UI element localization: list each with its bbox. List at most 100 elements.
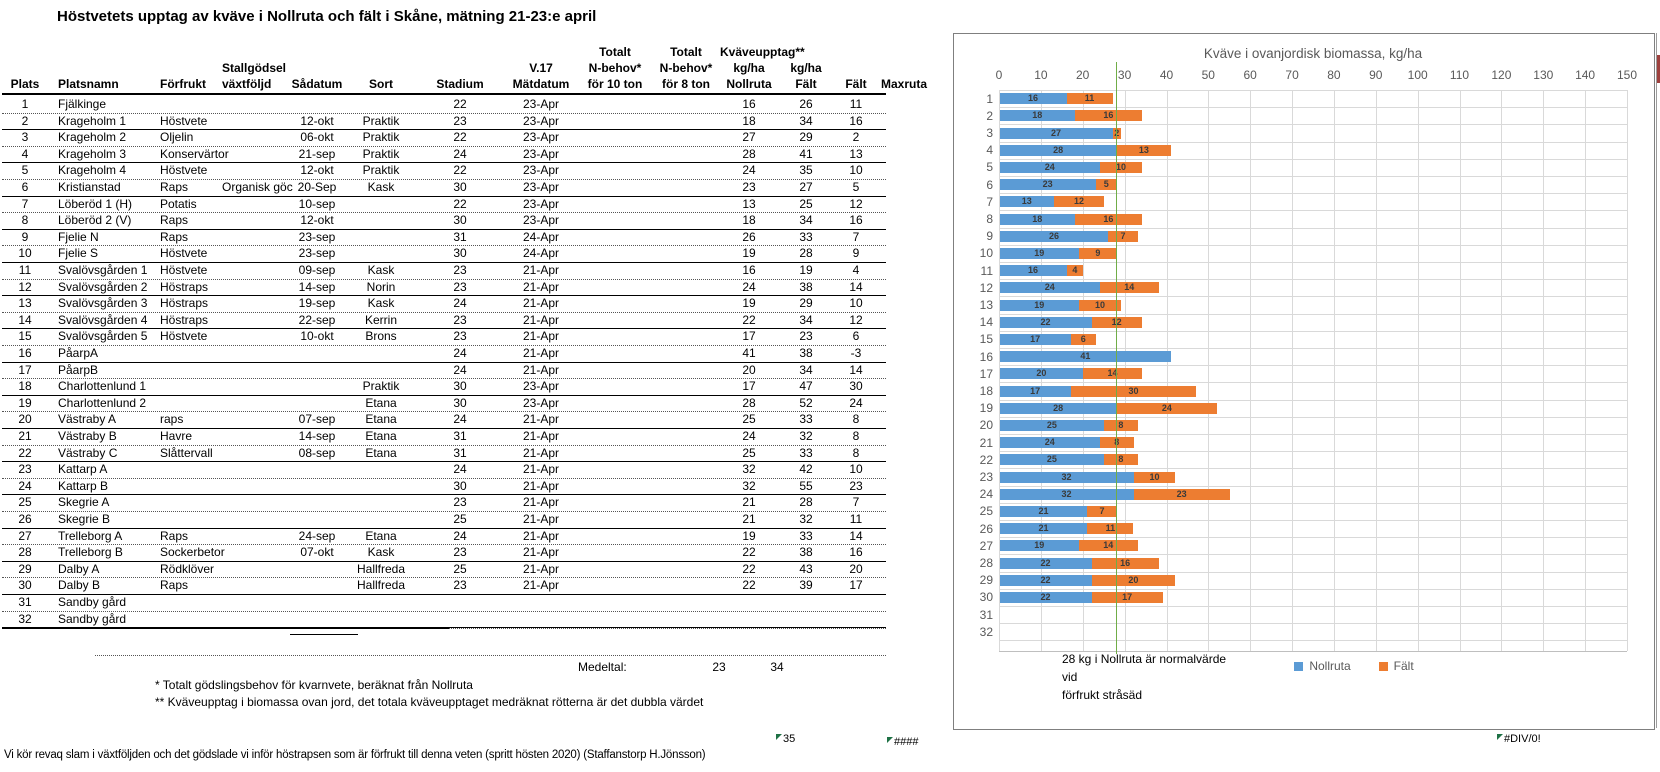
cell: 31 bbox=[18, 595, 32, 609]
bar-nollruta bbox=[999, 144, 1117, 156]
cell: Krageholm 3 bbox=[58, 146, 127, 161]
bar-falt bbox=[1091, 557, 1159, 569]
footnote-1: * Totalt gödslingsbehov för kvarnvete, b… bbox=[155, 678, 473, 692]
gridline bbox=[999, 485, 1627, 487]
cell: 06-okt bbox=[300, 130, 334, 145]
bar-falt bbox=[1066, 265, 1084, 277]
bar-falt bbox=[1066, 93, 1113, 105]
cell: 6 bbox=[852, 329, 860, 344]
cell: 23 bbox=[849, 478, 863, 493]
error-cell-div0[interactable]: #DIV/0! bbox=[1497, 733, 1541, 745]
gridline bbox=[999, 468, 1627, 470]
gridline bbox=[999, 640, 1627, 642]
table-row-11[interactable]: 11 Svalövsgården 1 Höstvete 09-sep Kask 23 21-… bbox=[2, 262, 886, 280]
cell: 2 bbox=[852, 130, 860, 145]
gridline bbox=[999, 141, 1627, 143]
gridline bbox=[1208, 90, 1210, 651]
cell: 30 bbox=[453, 180, 467, 194]
table-row-3[interactable]: 3 Krageholm 2 Oljelin 06-okt Praktik 22 23-Apr… bbox=[2, 129, 886, 147]
table-row-23[interactable]: 23 Kattarp A 24 21-Apr 32 42 10 bbox=[2, 461, 886, 479]
cell: 33 bbox=[799, 528, 813, 543]
table-row-19[interactable]: 19 Charlottenlund 2 Etana 30 23-Apr 28 52 24 bbox=[2, 395, 886, 413]
medeltal-rule bbox=[95, 655, 886, 656]
table-row-24[interactable]: 24 Kattarp B 30 21-Apr 32 55 23 bbox=[2, 478, 886, 496]
x-axis-tick: 120 bbox=[1491, 68, 1512, 82]
cell: 08-sep bbox=[298, 445, 336, 460]
table-row-32[interactable]: 32 Sandby gård bbox=[2, 611, 886, 629]
table-row-12[interactable]: 12 Svalövsgården 2 Höstraps 14-sep Norin 23 21… bbox=[2, 279, 886, 297]
cell: Västraby A bbox=[58, 412, 117, 427]
column-header-stallgodsel2: växtföljd bbox=[222, 77, 272, 91]
table-row-5[interactable]: 5 Krageholm 4 Höstvete 12-okt Praktik 22 23-Ap… bbox=[2, 162, 886, 180]
category-label: 28 bbox=[979, 555, 993, 570]
x-axis-tick: 70 bbox=[1285, 68, 1299, 82]
cell: 6 bbox=[21, 180, 29, 194]
table-row-31[interactable]: 31 Sandby gård bbox=[2, 594, 886, 612]
cell: Fjälkinge bbox=[58, 97, 107, 111]
table-row-17[interactable]: 17 PåarpB 24 21-Apr 20 34 14 bbox=[2, 362, 886, 380]
cell: 7 bbox=[21, 196, 29, 211]
bar-label: 41 bbox=[1080, 351, 1091, 362]
bar-label: 32 bbox=[1061, 488, 1072, 499]
bar-label: 13 bbox=[1138, 144, 1149, 155]
table-bottom-rule-dotted bbox=[449, 628, 886, 629]
table-row-28[interactable]: 28 Trelleborg B Sockerbetor 07-okt Kask 23 21-… bbox=[2, 544, 886, 562]
cell: 24 bbox=[742, 163, 756, 178]
cell: 13 bbox=[849, 146, 863, 161]
cell: 52 bbox=[799, 395, 813, 410]
chart-annotation: 28 kg i Nollruta är normalvärde vid förf… bbox=[1062, 650, 1226, 704]
table-row-6[interactable]: 6 Kristianstad Raps Organisk göc 20-Sep Kask 3… bbox=[2, 179, 886, 197]
bar-falt bbox=[1053, 196, 1105, 208]
chart-area[interactable]: Kväve i ovanjordisk biomassa, kg/ha 0 10 2… bbox=[953, 33, 1655, 730]
column-header-matdatum: Mätdatum bbox=[512, 77, 570, 91]
gridline bbox=[999, 262, 1627, 263]
bar-nollruta bbox=[999, 282, 1100, 294]
table-row-14[interactable]: 14 Svalövsgården 4 Höstraps 22-sep Kerrin 23 2… bbox=[2, 312, 886, 330]
error-cell-35[interactable]: 35 bbox=[776, 733, 795, 745]
gridline bbox=[1585, 90, 1587, 651]
cell: 21-Apr bbox=[522, 296, 560, 311]
table-row-26[interactable]: 26 Skegrie B 25 21-Apr 21 32 11 bbox=[2, 511, 886, 529]
cell: Västraby B bbox=[58, 429, 117, 443]
column-header-sort: Sort bbox=[369, 77, 393, 91]
table-row-9[interactable]: 9 Fjelie N Raps 23-sep 31 24-Apr 26 33 7 bbox=[2, 229, 886, 247]
table-row-20[interactable]: 20 Västraby A raps 07-sep Etana 24 21-Apr 25 33 8 bbox=[2, 411, 886, 429]
table-row-30[interactable]: 30 Dalby B Raps Hallfreda 23 21-Apr 22 39 17 bbox=[2, 577, 886, 595]
table-row-22[interactable]: 22 Västraby C Slåttervall 08-sep Etana 31 21-A… bbox=[2, 445, 886, 463]
table-row-1[interactable]: 1 Fjälkinge 22 23-Apr 16 26 11 bbox=[2, 96, 886, 114]
bar-falt bbox=[1079, 247, 1117, 259]
cell: 25 bbox=[453, 512, 467, 526]
table-row-7[interactable]: 7 Löberöd 1 (H) Potatis 10-sep 22 23-Apr 13 25 1… bbox=[2, 196, 886, 214]
cell: 12 bbox=[849, 312, 863, 327]
cell: 24 bbox=[742, 279, 756, 294]
gridline bbox=[999, 348, 1627, 349]
column-header-v17: V.17 bbox=[529, 61, 553, 75]
error-cell-hashes[interactable]: #### bbox=[887, 736, 918, 748]
annotation-line: förfrukt stråsäd bbox=[1062, 688, 1143, 702]
cell: 16 bbox=[742, 97, 756, 111]
cell: 19 bbox=[742, 296, 756, 311]
cell: 7 bbox=[852, 229, 860, 244]
cell: 2 bbox=[21, 113, 29, 128]
table-row-10[interactable]: 10 Fjelie S Höstvete 23-sep 30 24-Apr 19 28 9 bbox=[2, 245, 886, 263]
bar-label: 18 bbox=[1032, 213, 1043, 224]
table-row-15[interactable]: 15 Svalövsgården 5 Höstvete 10-okt Brons 23 21… bbox=[2, 328, 886, 346]
bar-falt bbox=[1116, 402, 1218, 414]
category-label: 15 bbox=[979, 332, 993, 347]
cell: 38 bbox=[799, 279, 813, 294]
category-label: 18 bbox=[979, 383, 993, 398]
table-row-4[interactable]: 4 Krageholm 3 Konservärtor 21-sep Praktik 24 2… bbox=[2, 146, 886, 164]
table-row-18[interactable]: 18 Charlottenlund 1 Praktik 30 23-Apr 17 47 30 bbox=[2, 378, 886, 396]
table-row-13[interactable]: 13 Svalövsgården 3 Höstraps 19-sep Kask 24 21-… bbox=[2, 295, 886, 313]
table-row-2[interactable]: 2 Krageholm 1 Höstvete 12-okt Praktik 23 23-Ap… bbox=[2, 113, 886, 131]
cell: 32 bbox=[742, 462, 756, 477]
table-row-16[interactable]: 16 PåarpA 24 21-Apr 41 38 -3 bbox=[2, 345, 886, 363]
cell: 23 bbox=[453, 263, 467, 277]
data-table[interactable]: Plats Platsnamn Förfrukt Stallgödsel växtföl… bbox=[2, 40, 934, 640]
cell: Charlottenlund 2 bbox=[58, 395, 147, 410]
table-row-8[interactable]: 8 Löberöd 2 (V) Raps 12-okt 30 23-Apr 18 34 16 bbox=[2, 212, 886, 230]
table-row-27[interactable]: 27 Trelleborg A Raps 24-sep Etana 24 21-Apr 19 3… bbox=[2, 528, 886, 546]
table-row-29[interactable]: 29 Dalby A Rödklöver Hallfreda 25 21-Apr 22 43 2… bbox=[2, 561, 886, 579]
table-row-21[interactable]: 21 Västraby B Havre 14-sep Etana 31 21-Apr 24 32… bbox=[2, 428, 886, 446]
table-row-25[interactable]: 25 Skegrie A 23 21-Apr 21 28 7 bbox=[2, 494, 886, 512]
